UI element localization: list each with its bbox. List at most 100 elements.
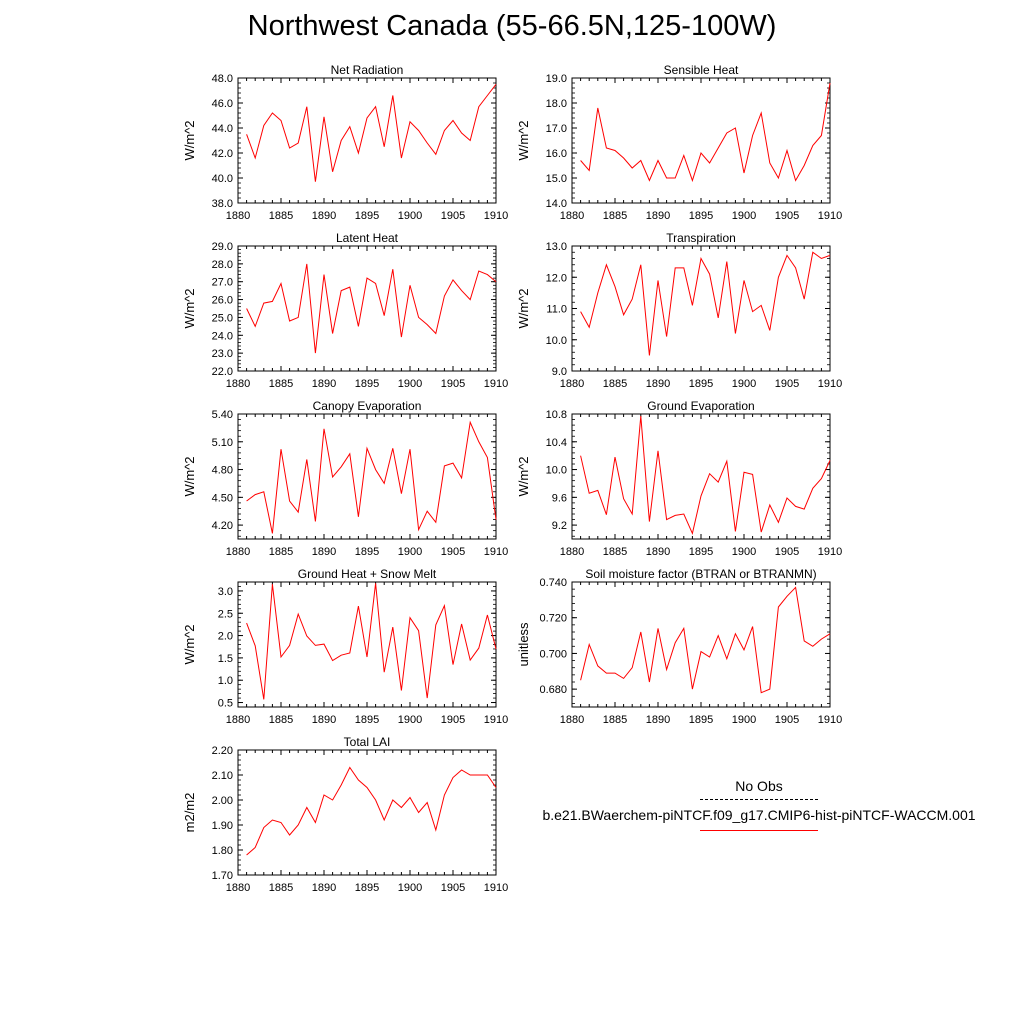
x-tick-label: 1890	[646, 378, 670, 390]
chart-title: Net Radiation	[331, 63, 404, 77]
x-tick-label: 1885	[269, 882, 293, 894]
series-line-0	[246, 420, 497, 534]
chart-panel-4: Canopy Evaporation W/m^2 1880 1885 1890 1895 1…	[182, 399, 508, 558]
y-tick-label: 9.6	[552, 492, 567, 504]
y-tick-label: 0.720	[539, 613, 567, 625]
x-tick-label: 1910	[484, 714, 508, 726]
y-tick-label: 2.00	[212, 795, 233, 807]
legend-model-line	[700, 830, 818, 831]
y-tick-label: 2.10	[212, 770, 233, 782]
y-tick-label: 3.0	[218, 586, 233, 598]
y-tick-label: 10.0	[546, 335, 567, 347]
y-axis-label: m2/m2	[182, 793, 197, 833]
x-tick-label: 1880	[226, 378, 250, 390]
x-tick-label: 1905	[441, 210, 465, 222]
y-tick-label: 24.0	[212, 330, 233, 342]
y-tick-label: 1.0	[218, 675, 233, 687]
plot-frame	[571, 245, 831, 372]
x-tick-label: 1895	[355, 378, 379, 390]
x-tick-label: 1890	[312, 378, 336, 390]
y-tick-label: 1.90	[212, 820, 233, 832]
x-tick-label: 1880	[226, 714, 250, 726]
y-tick-label: 27.0	[212, 277, 233, 289]
x-tick-label: 1905	[441, 714, 465, 726]
x-tick-label: 1895	[689, 714, 713, 726]
x-tick-label: 1890	[312, 714, 336, 726]
y-tick-label: 1.5	[218, 653, 233, 665]
x-tick-label: 1890	[646, 714, 670, 726]
chart-panel-2: Latent Heat W/m^2 1880 1885 1890 1895 1900 1905…	[182, 231, 508, 390]
y-tick-label: 11.0	[546, 304, 567, 316]
y-tick-label: 17.0	[546, 123, 567, 135]
x-tick-label: 1885	[603, 378, 627, 390]
y-tick-label: 42.0	[212, 148, 233, 160]
series-line-0	[246, 766, 497, 856]
y-tick-label: 13.0	[546, 241, 567, 253]
x-tick-label: 1905	[441, 546, 465, 558]
y-axis-label: W/m^2	[182, 288, 197, 328]
series-line-0	[246, 83, 497, 182]
x-tick-label: 1890	[646, 546, 670, 558]
y-tick-label: 10.8	[546, 409, 567, 421]
y-axis-label: W/m^2	[182, 120, 197, 160]
x-tick-label: 1895	[689, 546, 713, 558]
x-tick-label: 1900	[398, 882, 422, 894]
x-tick-label: 1910	[484, 546, 508, 558]
x-tick-label: 1900	[398, 210, 422, 222]
x-tick-label: 1910	[818, 714, 842, 726]
y-tick-label: 23.0	[212, 348, 233, 360]
chart-title: Ground Evaporation	[647, 399, 754, 413]
y-axis-label: W/m^2	[182, 456, 197, 496]
y-tick-label: 5.10	[212, 437, 233, 449]
y-tick-label: 0.700	[539, 648, 567, 660]
chart-panel-0: Net Radiation W/m^2 1880 1885 1890 1895 1900 19…	[182, 63, 508, 222]
page-title: Northwest Canada (55-66.5N,125-100W)	[247, 10, 777, 42]
x-tick-label: 1885	[269, 210, 293, 222]
series-line-0	[580, 82, 831, 183]
x-tick-label: 1895	[355, 210, 379, 222]
y-tick-label: 4.20	[212, 520, 233, 532]
x-tick-label: 1880	[560, 210, 584, 222]
y-tick-label: 29.0	[212, 241, 233, 253]
y-tick-label: 16.0	[546, 148, 567, 160]
x-tick-label: 1880	[560, 546, 584, 558]
y-tick-label: 9.0	[552, 366, 567, 378]
y-tick-label: 25.0	[212, 312, 233, 324]
x-tick-label: 1885	[269, 546, 293, 558]
x-tick-label: 1905	[775, 546, 799, 558]
y-tick-label: 2.0	[218, 631, 233, 643]
legend-obs-line	[700, 799, 818, 800]
y-tick-label: 4.50	[212, 492, 233, 504]
y-axis-label: W/m^2	[516, 288, 531, 328]
x-tick-label: 1885	[603, 546, 627, 558]
chart-panel-5: Ground Evaporation W/m^2 1880 1885 1890 1895 1…	[516, 399, 842, 558]
chart-title: Soil moisture factor (BTRAN or BTRANMN)	[585, 567, 816, 581]
chart-panel-6: Ground Heat + Snow Melt W/m^2 1880 1885 1890…	[182, 567, 508, 726]
x-tick-label: 1885	[269, 378, 293, 390]
x-tick-label: 1900	[398, 378, 422, 390]
x-tick-label: 1910	[484, 378, 508, 390]
x-tick-label: 1910	[484, 882, 508, 894]
x-tick-label: 1910	[484, 210, 508, 222]
legend-obs-label: No Obs	[735, 778, 783, 794]
plot-frame	[237, 245, 497, 372]
x-tick-label: 1890	[312, 210, 336, 222]
y-tick-label: 14.0	[546, 198, 567, 210]
y-tick-label: 1.70	[212, 870, 233, 882]
x-tick-label: 1880	[560, 378, 584, 390]
x-tick-label: 1910	[818, 378, 842, 390]
x-tick-label: 1905	[775, 378, 799, 390]
x-tick-label: 1880	[226, 210, 250, 222]
chart-title: Total LAI	[344, 735, 391, 749]
x-tick-label: 1895	[355, 882, 379, 894]
y-tick-label: 4.80	[212, 465, 233, 477]
chart-panel-1: Sensible Heat W/m^2 1880 1885 1890 1895 1900 19…	[516, 63, 842, 222]
x-tick-label: 1890	[312, 882, 336, 894]
y-tick-label: 26.0	[212, 295, 233, 307]
x-tick-label: 1900	[732, 546, 756, 558]
y-tick-label: 12.0	[546, 272, 567, 284]
x-tick-label: 1880	[226, 546, 250, 558]
chart-panel-3: Transpiration W/m^2 1880 1885 1890 1895 1900 19…	[516, 231, 842, 390]
x-tick-label: 1895	[355, 546, 379, 558]
x-tick-label: 1905	[775, 714, 799, 726]
